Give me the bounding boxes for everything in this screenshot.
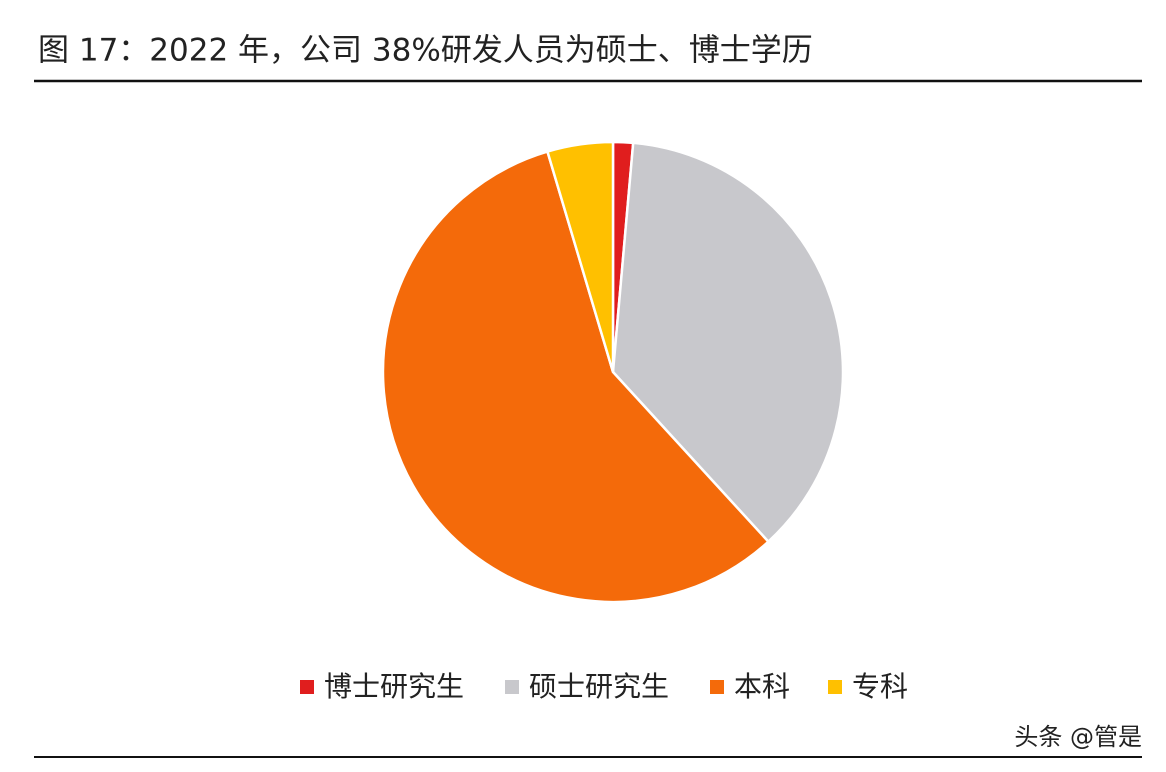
- watermark: 头条 @管是: [1014, 723, 1142, 751]
- legend-label: 硕士研究生: [529, 670, 669, 703]
- legend-label: 本科: [734, 670, 790, 703]
- pie-slice: [611, 141, 845, 544]
- legend-swatch: [300, 680, 314, 694]
- legend-label: 博士研究生: [324, 670, 464, 703]
- chart-title: 图 17：2022 年，公司 38%研发人员为硕士、博士学历: [38, 33, 813, 69]
- legend-label: 专科: [852, 670, 908, 703]
- pie-slice: [545, 140, 615, 373]
- pie-slice: [381, 149, 771, 604]
- legend-swatch: [710, 680, 724, 694]
- legend-swatch: [505, 680, 519, 694]
- legend-swatch: [828, 680, 842, 694]
